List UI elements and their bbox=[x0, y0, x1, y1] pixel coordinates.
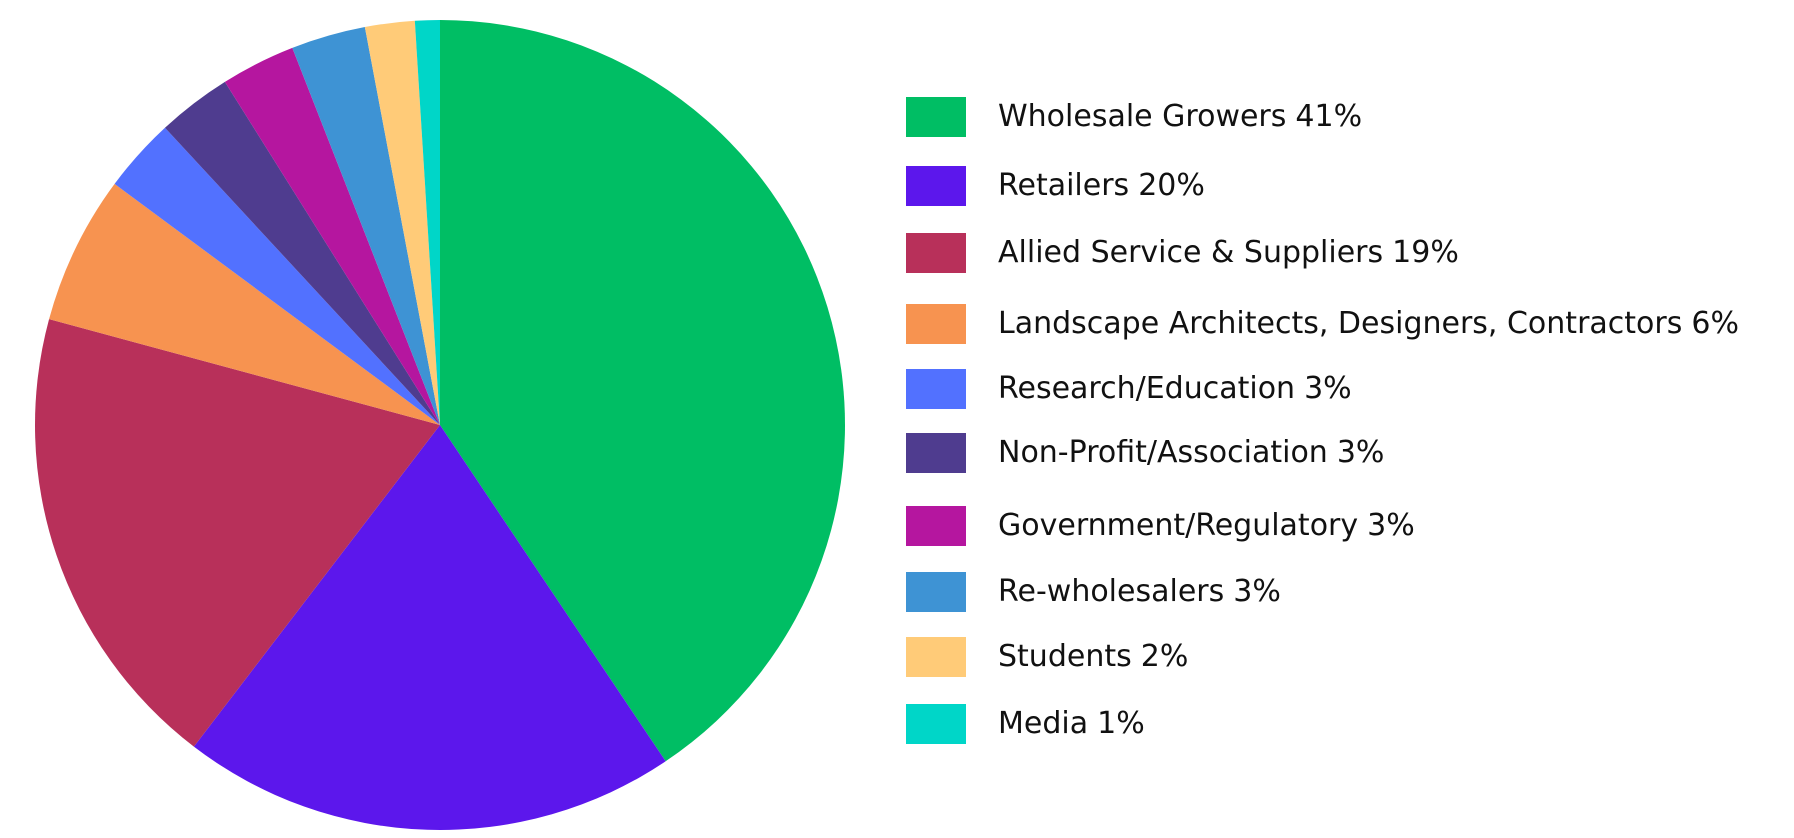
pie-slice bbox=[364, 20, 440, 425]
legend-label: Non-Profit/Association 3% bbox=[998, 435, 1384, 470]
legend-value: 19% bbox=[1392, 235, 1459, 270]
legend-swatch bbox=[906, 637, 966, 677]
legend-name: Landscape Architects, Designers, Contrac… bbox=[998, 306, 1682, 341]
legend-label: Retailers 20% bbox=[998, 168, 1205, 203]
pie-slice bbox=[114, 127, 440, 425]
legend-name: Students bbox=[998, 639, 1132, 674]
legend-value: 3% bbox=[1304, 371, 1352, 406]
legend-value: 3% bbox=[1337, 435, 1385, 470]
legend-name: Retailers bbox=[998, 168, 1129, 203]
legend-name: Non-Profit/Association bbox=[998, 435, 1328, 470]
legend-name: Media bbox=[998, 706, 1088, 741]
pie-slice bbox=[164, 81, 440, 425]
legend-swatch bbox=[906, 704, 966, 744]
legend-swatch bbox=[906, 572, 966, 612]
legend-swatch bbox=[906, 233, 966, 273]
legend-label: Landscape Architects, Designers, Contrac… bbox=[998, 306, 1739, 341]
pie-slice bbox=[49, 183, 440, 425]
legend-swatch bbox=[906, 166, 966, 206]
legend-name: Government/Regulatory bbox=[998, 508, 1358, 543]
legend-name: Allied Service & Suppliers bbox=[998, 235, 1383, 270]
legend-value: 3% bbox=[1233, 574, 1281, 609]
legend-swatch bbox=[906, 304, 966, 344]
legend-label: Students 2% bbox=[998, 639, 1188, 674]
legend-name: Research/Education bbox=[998, 371, 1295, 406]
pie-slice bbox=[414, 20, 440, 425]
legend-value: 2% bbox=[1141, 639, 1189, 674]
legend-label: Allied Service & Suppliers 19% bbox=[998, 235, 1459, 270]
legend-swatch bbox=[906, 369, 966, 409]
legend-value: 6% bbox=[1691, 306, 1739, 341]
legend-label: Media 1% bbox=[998, 706, 1145, 741]
pie-slice bbox=[440, 20, 846, 762]
pie-slice bbox=[292, 27, 440, 426]
legend-swatch bbox=[906, 433, 966, 473]
legend-swatch bbox=[906, 506, 966, 546]
legend-swatch bbox=[906, 97, 966, 137]
pie-slice bbox=[34, 319, 441, 747]
pie-slice bbox=[193, 425, 666, 830]
legend-value: 3% bbox=[1367, 508, 1415, 543]
legend-value: 20% bbox=[1138, 168, 1205, 203]
legend-label: Government/Regulatory 3% bbox=[998, 508, 1415, 543]
legend-label: Research/Education 3% bbox=[998, 371, 1352, 406]
legend-label: Re-wholesalers 3% bbox=[998, 574, 1281, 609]
legend-value: 41% bbox=[1295, 99, 1362, 134]
legend-name: Wholesale Growers bbox=[998, 99, 1286, 134]
legend-value: 1% bbox=[1097, 706, 1145, 741]
pie-slice bbox=[224, 47, 440, 425]
legend-name: Re-wholesalers bbox=[998, 574, 1224, 609]
legend-label: Wholesale Growers 41% bbox=[998, 99, 1362, 134]
